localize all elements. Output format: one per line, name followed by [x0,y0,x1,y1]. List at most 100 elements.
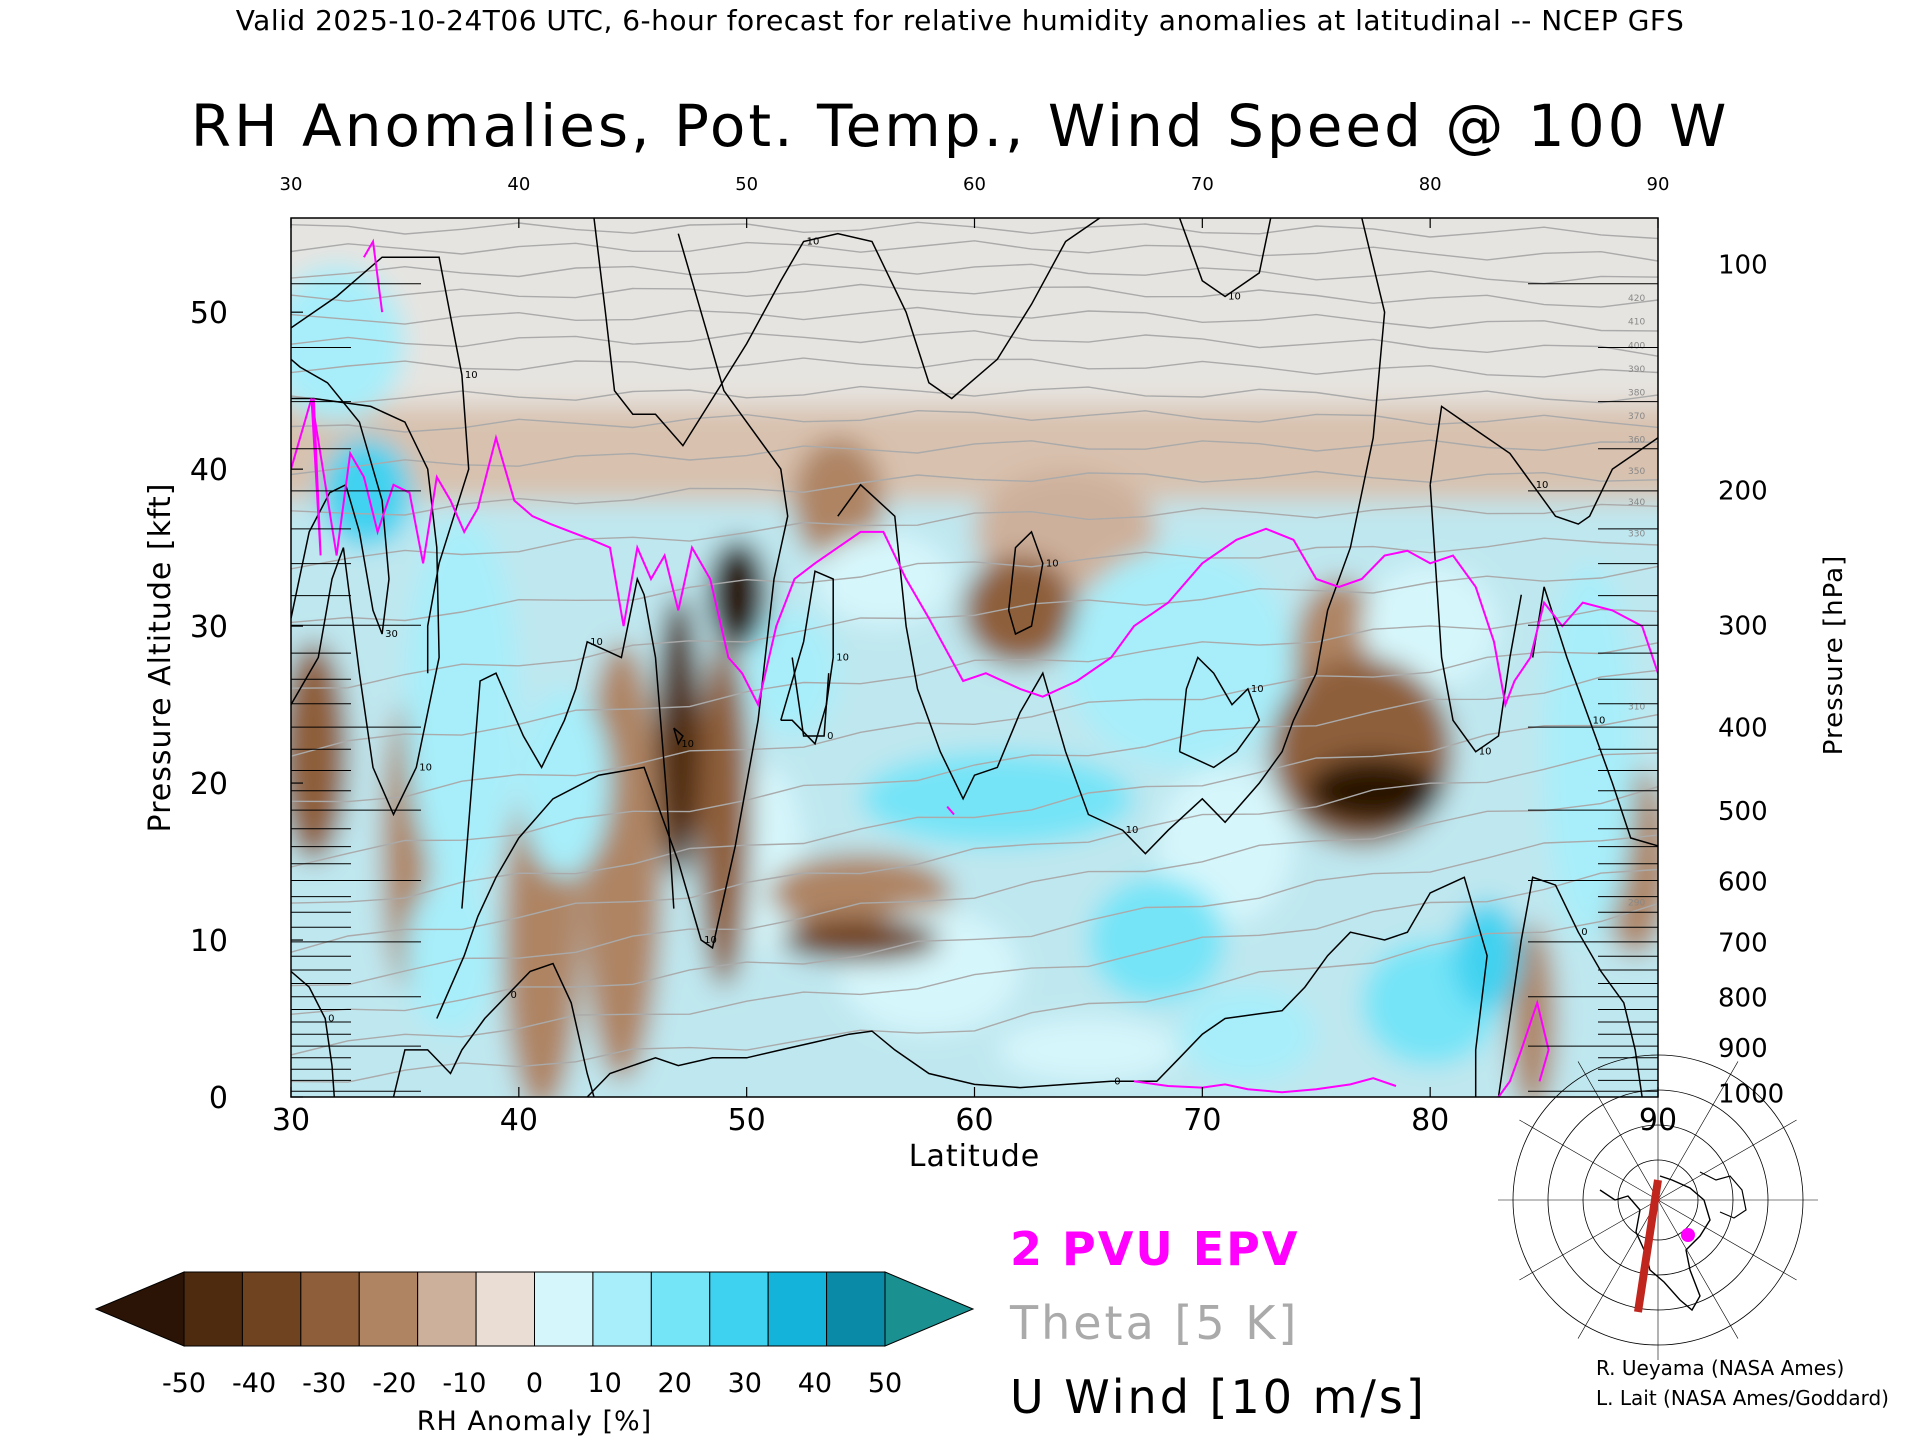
pressure-tick-label: 800 [1718,984,1768,1014]
theta-line [291,357,1658,378]
theta-line [291,503,1658,570]
inset-meridian [1519,1119,1659,1201]
theta-line [291,283,1658,308]
theta-label: 370 [1628,412,1645,422]
colorbar-tick-label: 30 [728,1368,762,1399]
colorbar-tick-label: 50 [868,1368,902,1399]
x-tick-label-top: 90 [1647,174,1670,195]
theta-line [291,537,1658,624]
inset-coastline [1599,1175,1711,1312]
rh-anomaly-blob [963,555,1078,666]
theta-line [291,786,1658,987]
colorbar-tick-label: 0 [526,1368,543,1399]
epv-line [291,398,1658,709]
theta-line [291,834,1658,1015]
colorbar: -50 -40 -30 -20 -10 0 10 20 30 40 50 RH Anomaly [%] [94,1271,975,1437]
y-axis-label: Pressure Altitude [kft] [143,483,178,833]
u-wind-label: 10 [1251,684,1264,695]
inset-meridian [1577,1061,1659,1201]
theta-line [291,240,1658,262]
rh-anomaly-blob [1088,877,1226,1003]
epv-segment [310,398,322,556]
u-wind-label: 10 [1479,747,1492,758]
colorbar-segment [417,1271,477,1347]
theta-line [291,565,1658,689]
rh-field-upper-band [291,406,1658,501]
u-wind-contour [791,657,830,737]
u-wind-contour [291,970,336,1097]
colorbar-segment [183,1271,243,1347]
rh-anomaly-blob [746,610,838,736]
inset-meridian [1657,1199,1739,1339]
legend-theta: Theta [5 K] [1010,1296,1300,1350]
theta-label: 310 [1628,702,1645,712]
theta-line [291,902,1658,1083]
colorbar-tick-label: -50 [162,1368,206,1399]
u-wind-contour [461,576,675,909]
u-wind-contour [586,876,1488,1097]
rh-anomaly-blob [291,641,348,862]
colorbar-segment [650,1271,711,1347]
u-wind-contour [1429,405,1658,525]
u-wind-contour [1531,586,1658,847]
pressure-tick-marks [291,283,1658,1092]
theta-label: 390 [1628,365,1645,375]
x-tick-label-top: 80 [1419,174,1442,195]
colorbar-segment [534,1271,594,1347]
x-tick-label: 30 [272,1103,310,1138]
u-wind-label: 10 [590,637,603,648]
theta-label: 350 [1628,467,1645,477]
rh-anomaly-blob [1304,756,1442,826]
rh-anomaly-blob [1065,547,1294,768]
inset-meridian [1577,1199,1659,1339]
theta-line [291,669,1658,868]
u-wind-contour [1178,656,1261,769]
x-tick-label: 80 [1411,1103,1449,1138]
colorbar-tick-label: -30 [302,1368,346,1399]
u-wind-label: 10 [836,653,849,664]
y-tick-label: 40 [190,453,228,488]
colorbar-left-arrow [94,1271,185,1347]
rh-anomaly-blob [997,1018,1180,1082]
u-wind-label: 0 [1581,927,1587,938]
u-wind-contour [837,218,1386,855]
theta-contours: 290 310 330 340 350 360 370 380 390 400 410 420 [291,221,1658,1083]
theta-label: 380 [1628,388,1645,398]
pressure-tick-label: 300 [1718,612,1768,642]
u-wind-contour [392,962,595,1097]
y-tick-label: 50 [190,296,228,331]
u-wind-label: 10 [1228,291,1241,302]
rh-anomaly-blob [1509,924,1556,1097]
y-tick-label: 30 [190,610,228,645]
rh-anomaly-blob [320,437,412,548]
axes: 3030404050506060707080809090Latitude0102… [143,174,1849,1174]
pressure-tick-label: 200 [1718,477,1768,507]
inset-coastline [1699,1171,1747,1219]
theta-line [291,439,1658,476]
x-tick-label-top: 40 [507,174,530,195]
colorbar-segment [241,1271,302,1347]
x-tick-label-top: 50 [735,174,758,195]
colorbar-segment [592,1271,652,1347]
pressure-tick-label: 900 [1718,1034,1768,1064]
u-wind-label: 10 [681,739,694,750]
u-wind-contour [1429,484,1523,753]
pressure-tick-label: 1000 [1718,1079,1784,1109]
rh-field-blobs [291,218,1658,1097]
colorbar-tick-label: -10 [442,1368,486,1399]
colorbar-segment [475,1271,536,1347]
colorbar-segment [300,1271,360,1347]
credit-line-1: R. Ueyama (NASA Ames) [1596,1356,1845,1380]
rh-anomaly-blob [1156,767,1294,925]
u-wind-contour [593,218,1101,447]
theta-label: 400 [1628,341,1645,351]
pressure-tick-label: 500 [1718,797,1768,827]
y-tick-label: 10 [190,924,228,959]
epv-segment [946,805,955,816]
inset-cross-section-line [1634,1179,1662,1313]
u-wind-contour [1007,530,1044,636]
colorbar-label: RH Anomaly [%] [417,1406,652,1437]
x-tick-label: 40 [500,1103,538,1138]
inset-meridian [1657,1119,1797,1201]
